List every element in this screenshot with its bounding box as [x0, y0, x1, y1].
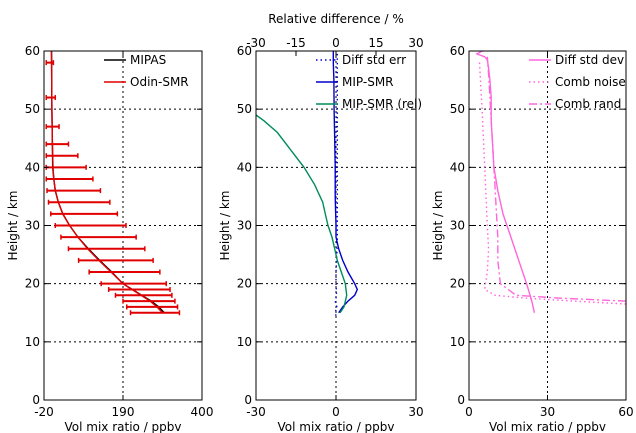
- legend-label: MIPAS: [130, 53, 166, 67]
- series-line-mipas: [50, 51, 165, 314]
- y-tick-label: 50: [450, 102, 465, 116]
- series-line-odin-smr: [50, 51, 164, 314]
- x2-tick-label: -30: [246, 36, 266, 50]
- y-axis-label: Height / km: [6, 191, 20, 261]
- y-tick-label: 0: [244, 393, 252, 407]
- y-tick-label: 30: [25, 219, 40, 233]
- legend-label: Comb rand: [555, 97, 621, 111]
- x-tick-label: 30: [540, 405, 555, 419]
- x-tick-label: -20: [34, 405, 54, 419]
- series-line-comb-rand: [486, 56, 626, 302]
- x-tick-label: 190: [112, 405, 135, 419]
- x-tick-label: 0: [332, 405, 340, 419]
- panel-middle: Diff std err MIP-SMR MIP-SMR (rel) 0 10 20 30 4…: [218, 12, 424, 433]
- legend-label: Diff std err: [342, 53, 406, 67]
- legend-label: Comb noise: [555, 75, 626, 89]
- y-tick-label: 40: [237, 160, 252, 174]
- panel-right: Diff std dev Comb noise Comb rand 0 10 20 30 40…: [431, 44, 634, 433]
- legend-label: Odin-SMR: [130, 75, 189, 89]
- y-tick-label: 20: [25, 277, 40, 291]
- x-axis-label: Vol mix ratio / ppbv: [278, 420, 395, 433]
- x-axis-label: Vol mix ratio / ppbv: [489, 420, 606, 433]
- legend-label: Diff std dev: [555, 53, 624, 67]
- y-axis-label: Height / km: [218, 191, 232, 261]
- y-tick-label: 10: [237, 335, 252, 349]
- data-area: [256, 51, 359, 316]
- y-tick-label: 30: [237, 219, 252, 233]
- x2-axis-label: Relative difference / %: [268, 12, 404, 26]
- x2-tick-label: 30: [408, 36, 423, 50]
- y-tick-label: 40: [25, 160, 40, 174]
- y-tick-label: 60: [237, 44, 252, 58]
- y-tick-label: 20: [237, 277, 252, 291]
- y-tick-label: 50: [237, 102, 252, 116]
- data-area: [475, 51, 626, 313]
- y-tick-label: 30: [450, 219, 465, 233]
- x2-tick-label: -15: [286, 36, 306, 50]
- panel-left: MIPAS Odin-SMR 0 10 20 30 40 50 60 -20 190 400 Vol m…: [6, 44, 213, 433]
- x-tick-label: 400: [191, 405, 214, 419]
- data-area: [45, 51, 181, 316]
- y-tick-label: 40: [450, 160, 465, 174]
- x2-tick-label: 0: [332, 36, 340, 50]
- y-tick-label: 50: [25, 102, 40, 116]
- y-tick-label: 60: [450, 44, 465, 58]
- y-tick-label: 0: [457, 393, 465, 407]
- legend-label: MIP-SMR: [342, 75, 394, 89]
- y-axis-label: Height / km: [431, 191, 445, 261]
- x-tick-label: -30: [246, 405, 266, 419]
- series-line-mip-smr-rel-: [256, 114, 348, 314]
- x-axis-label: Vol mix ratio / ppbv: [65, 420, 182, 433]
- series-line-comb-noise: [478, 62, 626, 305]
- x-tick-label: 30: [408, 405, 423, 419]
- y-tick-label: 10: [25, 335, 40, 349]
- y-tick-label: 10: [450, 335, 465, 349]
- x2-tick-label: 15: [368, 36, 383, 50]
- x-tick-label: 60: [618, 405, 633, 419]
- x-tick-label: 0: [465, 405, 473, 419]
- y-tick-label: 60: [25, 44, 40, 58]
- series-line-diff-std-err: [334, 51, 338, 316]
- legend-label: MIP-SMR (rel): [342, 97, 422, 111]
- y-tick-label: 20: [450, 277, 465, 291]
- series-line-diff-std-dev: [475, 51, 536, 313]
- y-tick-label: 0: [32, 393, 40, 407]
